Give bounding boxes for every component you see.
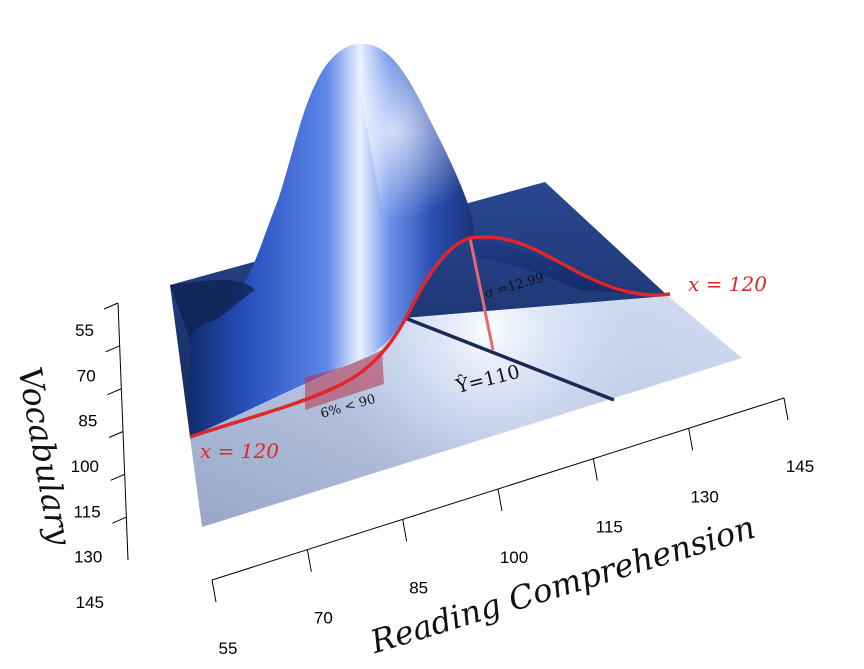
reading-tick-label-100: 100	[500, 548, 528, 567]
reading-tick-85	[402, 519, 408, 542]
sigma-line	[468, 237, 495, 351]
surface-right-sheet	[470, 238, 668, 296]
reading-tick-label-55: 55	[219, 639, 238, 658]
vocabulary-ticks: 55 70 85 100 115 130 145	[71, 302, 127, 612]
reading-tick-115	[592, 458, 598, 481]
slice-label-left: x = 120	[200, 439, 279, 463]
reading-tick-145	[783, 397, 789, 421]
reading-ticks: 55 70 85 100 115 130 145	[211, 397, 814, 658]
vocabulary-tick-70	[105, 345, 120, 353]
reading-tick-label-115: 115	[596, 518, 623, 537]
reading-tick-label-130: 130	[690, 487, 718, 506]
vocabulary-tick-label-70: 70	[77, 366, 96, 385]
surface-bell-shadow	[170, 280, 255, 340]
surface-floor-glow	[190, 296, 742, 527]
vocabulary-tick-100	[108, 431, 124, 438]
vocabulary-tick-label-130: 130	[74, 548, 102, 567]
vocabulary-tick-label-115: 115	[74, 502, 101, 521]
tail-region	[305, 350, 384, 410]
reading-tick-70	[306, 549, 312, 572]
mean-line	[404, 316, 615, 402]
vocabulary-axis: 55 70 85 100 115 130 145 Vocabulary	[10, 302, 129, 612]
reading-tick-label-145: 145	[786, 457, 814, 476]
vocabulary-axis-title: Vocabulary	[10, 364, 79, 549]
reading-tick-label-85: 85	[409, 578, 428, 597]
vocabulary-tick-85	[107, 388, 122, 396]
vocabulary-tick-55	[103, 302, 119, 310]
surface-bell-shine	[352, 43, 474, 319]
slice-curve	[189, 235, 671, 439]
reading-tick-55	[211, 579, 217, 603]
slice-label-right: x = 120	[688, 272, 767, 296]
vocabulary-tick-130	[112, 516, 127, 524]
vocabulary-tick-label-100: 100	[71, 457, 99, 476]
reading-tick-130	[688, 428, 694, 451]
reading-tick-100	[497, 488, 503, 512]
reading-tick-label-70: 70	[314, 609, 333, 628]
vocabulary-tick-115	[110, 473, 125, 481]
vocabulary-tick-label-85: 85	[78, 412, 97, 431]
vocabulary-tick-label-145: 145	[76, 593, 104, 612]
vocabulary-tick-label-55: 55	[75, 321, 94, 340]
